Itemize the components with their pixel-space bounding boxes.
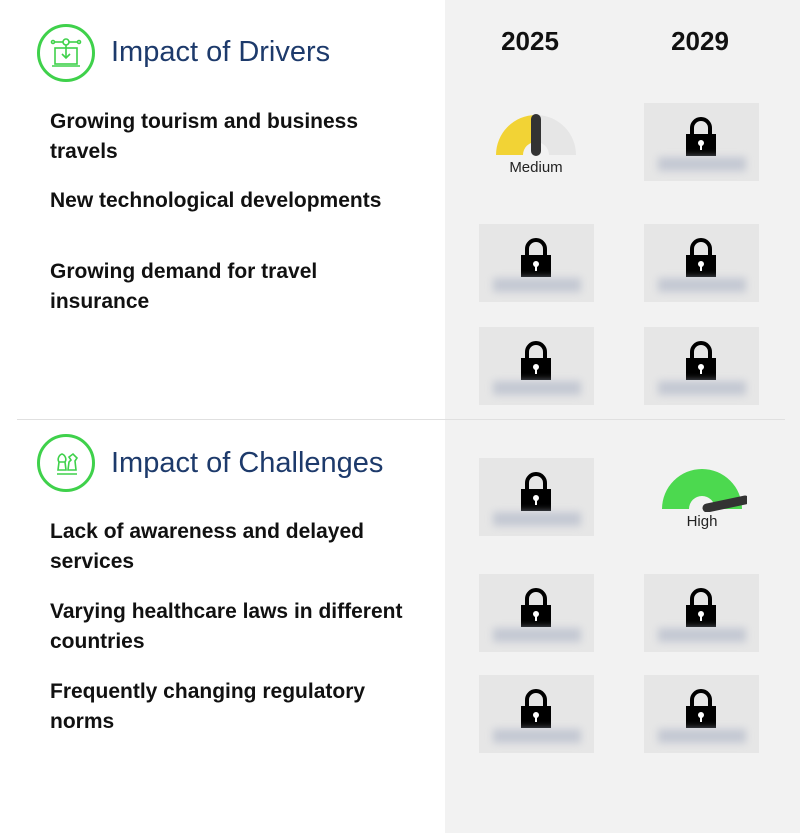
blurred-value [493, 729, 581, 743]
year-2029-header: 2029 [671, 26, 729, 56]
blurred-value [658, 381, 746, 395]
challenge-label: Varying healthcare laws in different cou… [50, 600, 403, 653]
blurred-value [493, 278, 581, 292]
blurred-value [658, 729, 746, 743]
locked-value-box[interactable] [479, 458, 594, 536]
challenges-title: Impact of Challenges [111, 447, 384, 479]
locked-value-box[interactable] [644, 103, 759, 181]
locked-value-box[interactable] [479, 327, 594, 405]
gauge-high: High [652, 466, 752, 530]
locked-value-box[interactable] [479, 224, 594, 302]
challenge-label: Lack of awareness and delayed services [50, 520, 364, 573]
challenge-label: Frequently changing regulatory norms [50, 680, 366, 733]
gauge-medium: Medium [486, 112, 586, 176]
locked-value-box[interactable] [479, 675, 594, 753]
locked-value-box[interactable] [644, 327, 759, 405]
blurred-value [493, 512, 581, 526]
chess-strategy-icon [37, 434, 95, 492]
drivers-title: Impact of Drivers [111, 36, 331, 68]
laptop-circuit-icon [37, 24, 95, 82]
blurred-value [493, 381, 581, 395]
gauge-label: High [686, 513, 718, 530]
gauge-label: Medium [509, 159, 563, 176]
driver-label: Growing demand for travel insurance [50, 260, 318, 313]
locked-value-box[interactable] [644, 224, 759, 302]
blurred-value [658, 278, 746, 292]
locked-value-box[interactable] [644, 675, 759, 753]
blurred-value [658, 157, 746, 171]
blurred-value [658, 628, 746, 642]
locked-value-box[interactable] [479, 574, 594, 652]
driver-label: New technological developments [50, 189, 382, 212]
blurred-value [493, 628, 581, 642]
section-divider [17, 419, 785, 420]
driver-label: Growing tourism and business travels [50, 110, 359, 163]
year-2025-header: 2025 [501, 26, 559, 56]
locked-value-box[interactable] [644, 574, 759, 652]
